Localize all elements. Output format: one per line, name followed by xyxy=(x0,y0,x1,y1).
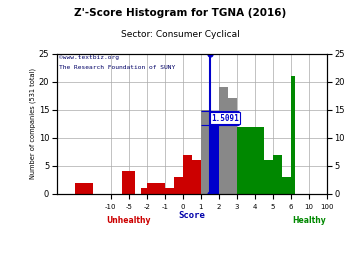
Bar xyxy=(75,183,93,194)
Bar xyxy=(174,177,183,194)
Text: 1.5091: 1.5091 xyxy=(211,114,239,123)
Bar xyxy=(237,127,246,194)
Text: ©www.textbiz.org: ©www.textbiz.org xyxy=(59,55,118,60)
Bar xyxy=(210,121,219,194)
Text: Sector: Consumer Cyclical: Sector: Consumer Cyclical xyxy=(121,30,239,39)
Bar xyxy=(291,76,295,194)
Bar xyxy=(219,87,228,194)
Y-axis label: Number of companies (531 total): Number of companies (531 total) xyxy=(30,68,36,179)
Bar xyxy=(165,188,183,194)
Bar xyxy=(273,154,282,194)
Bar xyxy=(264,160,273,194)
Text: Z'-Score Histogram for TGNA (2016): Z'-Score Histogram for TGNA (2016) xyxy=(74,8,286,18)
Bar xyxy=(125,171,129,194)
Bar xyxy=(129,171,135,194)
Text: Unhealthy: Unhealthy xyxy=(107,216,151,225)
Bar xyxy=(192,160,201,194)
Bar xyxy=(282,177,291,194)
Bar xyxy=(122,171,125,194)
Bar xyxy=(246,127,255,194)
X-axis label: Score: Score xyxy=(179,211,205,220)
Text: Healthy: Healthy xyxy=(292,216,326,225)
Text: The Research Foundation of SUNY: The Research Foundation of SUNY xyxy=(59,65,175,70)
Bar xyxy=(183,154,192,194)
Bar xyxy=(201,110,210,194)
Bar xyxy=(147,183,165,194)
Bar xyxy=(228,99,237,194)
Bar xyxy=(141,188,147,194)
Bar xyxy=(255,127,264,194)
